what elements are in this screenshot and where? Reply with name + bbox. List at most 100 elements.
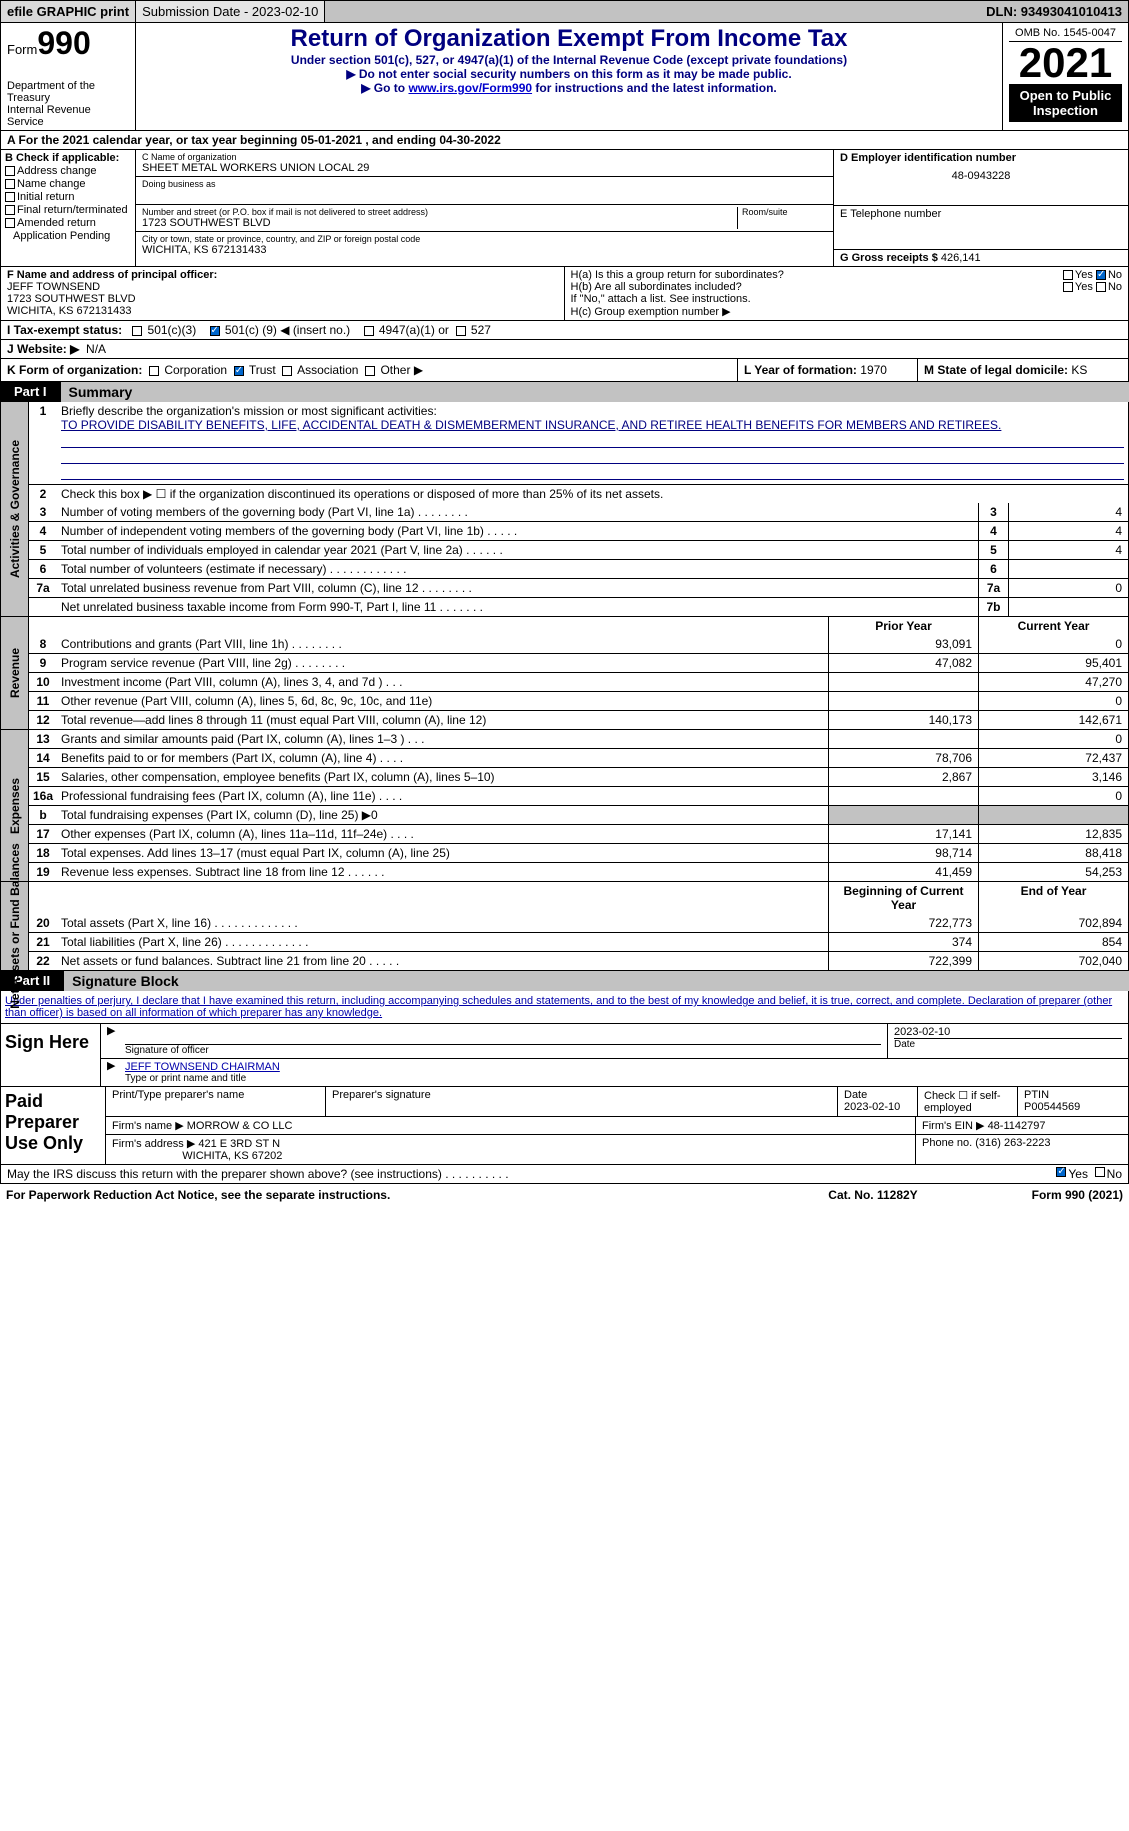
cat-no: Cat. No. 11282Y	[783, 1188, 963, 1202]
l1-label: Briefly describe the organization's miss…	[61, 404, 437, 418]
check-4947[interactable]	[364, 326, 374, 336]
check-corp[interactable]	[149, 366, 159, 376]
mission-text: TO PROVIDE DISABILITY BENEFITS, LIFE, AC…	[61, 418, 1001, 432]
expense-line: 15Salaries, other compensation, employee…	[29, 767, 1128, 786]
year-formation: 1970	[860, 363, 887, 377]
discuss-row: May the IRS discuss this return with the…	[0, 1165, 1129, 1184]
expense-line: bTotal fundraising expenses (Part IX, co…	[29, 805, 1128, 824]
summary-line: 6Total number of volunteers (estimate if…	[29, 559, 1128, 578]
hb-no[interactable]	[1096, 282, 1106, 292]
sig-officer-label: Signature of officer	[125, 1044, 881, 1056]
org-city: WICHITA, KS 672131433	[142, 244, 827, 256]
part1-header: Part I Summary	[0, 382, 1129, 402]
arrow-icon: ▶	[101, 1059, 119, 1086]
self-employed: Check ☐ if self-employed	[918, 1087, 1018, 1116]
date-label: Date	[894, 1038, 1122, 1050]
efile-print-button[interactable]: efile GRAPHIC print	[1, 1, 136, 22]
officer-addr2: WICHITA, KS 672131433	[7, 305, 132, 317]
row-k: K Form of organization: Corporation Trus…	[0, 359, 1129, 382]
revenue-line: 10Investment income (Part VIII, column (…	[29, 672, 1128, 691]
col-beginning: Beginning of Current Year	[828, 882, 978, 914]
sig-date: 2023-02-10	[894, 1026, 1122, 1038]
section-d-e-g: D Employer identification number 48-0943…	[833, 150, 1128, 266]
expense-line: 17Other expenses (Part IX, column (A), l…	[29, 824, 1128, 843]
ptin: P00544569	[1024, 1101, 1080, 1113]
revenue-line: 9Program service revenue (Part VIII, lin…	[29, 653, 1128, 672]
irs-link[interactable]: www.irs.gov/Form990	[408, 81, 532, 95]
summary-line: 7aTotal unrelated business revenue from …	[29, 578, 1128, 597]
check-address-change[interactable]	[5, 166, 15, 176]
check-initial-return[interactable]	[5, 192, 15, 202]
prep-name-label: Print/Type preparer's name	[106, 1087, 326, 1116]
expense-line: 13Grants and similar amounts paid (Part …	[29, 730, 1128, 748]
section-c: C Name of organization SHEET METAL WORKE…	[136, 150, 833, 266]
expense-line: 19Revenue less expenses. Subtract line 1…	[29, 862, 1128, 881]
check-final-return[interactable]	[5, 205, 15, 215]
paperwork-notice: For Paperwork Reduction Act Notice, see …	[6, 1188, 783, 1202]
check-527[interactable]	[456, 326, 466, 336]
section-b: B Check if applicable: Address change Na…	[0, 150, 1129, 267]
year-box: OMB No. 1545-0047 2021 Open to Public In…	[1003, 23, 1128, 130]
ha-yes[interactable]	[1063, 270, 1073, 280]
part2-title: Signature Block	[64, 971, 1129, 991]
section-b-checks: B Check if applicable: Address change Na…	[1, 150, 136, 266]
revenue-line: 8Contributions and grants (Part VIII, li…	[29, 635, 1128, 653]
officer-name: JEFF TOWNSEND	[7, 281, 100, 293]
summary-line: 5Total number of individuals employed in…	[29, 540, 1128, 559]
revenue-line: 11Other revenue (Part VIII, column (A), …	[29, 691, 1128, 710]
dba-label: Doing business as	[142, 179, 827, 189]
check-amended[interactable]	[5, 218, 15, 228]
form-header: Form990 Department of the Treasury Inter…	[0, 23, 1129, 131]
gross-receipts: 426,141	[941, 252, 981, 264]
dln: DLN: 93493041010413	[980, 1, 1128, 22]
row-i: I Tax-exempt status: 501(c)(3) 501(c) (9…	[0, 321, 1129, 340]
hb-yes[interactable]	[1063, 282, 1073, 292]
paid-preparer-block: Paid Preparer Use Only Print/Type prepar…	[0, 1087, 1129, 1165]
firm-addr2: WICHITA, KS 67202	[182, 1150, 282, 1162]
hc-label: H(c) Group exemption number ▶	[571, 305, 1123, 318]
firm-addr1: 421 E 3RD ST N	[198, 1138, 280, 1150]
netassets-line: 20Total assets (Part X, line 16) . . . .…	[29, 914, 1128, 932]
check-501c[interactable]	[210, 326, 220, 336]
firm-phone: (316) 263-2223	[975, 1137, 1050, 1149]
room-label: Room/suite	[737, 207, 827, 229]
part1-title: Summary	[61, 382, 1129, 402]
col-end: End of Year	[978, 882, 1128, 914]
check-other[interactable]	[365, 366, 375, 376]
vtab-netassets: Net Assets or Fund Balances	[1, 882, 29, 970]
open-to-public: Open to Public Inspection	[1009, 84, 1122, 122]
form-990: 990	[37, 25, 90, 61]
declaration: Under penalties of perjury, I declare th…	[0, 991, 1129, 1024]
addr-label: Number and street (or P.O. box if mail i…	[142, 207, 737, 217]
top-bar: efile GRAPHIC print Submission Date - 20…	[0, 0, 1129, 23]
firm-ein: 48-1142797	[988, 1120, 1046, 1132]
row-f-h: F Name and address of principal officer:…	[0, 267, 1129, 321]
form-title: Return of Organization Exempt From Incom…	[142, 25, 996, 53]
prep-sig-label: Preparer's signature	[326, 1087, 838, 1116]
summary-line: 4Number of independent voting members of…	[29, 521, 1128, 540]
dept-treasury: Department of the Treasury	[7, 80, 129, 104]
check-assoc[interactable]	[282, 366, 292, 376]
col-prior: Prior Year	[828, 617, 978, 635]
vtab-governance: Activities & Governance	[1, 402, 29, 616]
form-subtitle-3: ▶ Go to www.irs.gov/Form990 for instruct…	[142, 81, 996, 95]
sign-here-block: Sign Here ▶ Signature of officer 2023-02…	[0, 1024, 1129, 1087]
revenue-line: 12Total revenue—add lines 8 through 11 (…	[29, 710, 1128, 729]
ha-no[interactable]	[1096, 270, 1106, 280]
check-trust[interactable]	[234, 366, 244, 376]
netassets-line: 22Net assets or fund balances. Subtract …	[29, 951, 1128, 970]
discuss-no[interactable]	[1095, 1167, 1105, 1177]
check-name-change[interactable]	[5, 179, 15, 189]
check-501c3[interactable]	[132, 326, 142, 336]
line-a: A For the 2021 calendar year, or tax yea…	[0, 131, 1129, 150]
officer-addr1: 1723 SOUTHWEST BLVD	[7, 293, 136, 305]
tax-year: 2021	[1009, 42, 1122, 84]
firm-name: MORROW & CO LLC	[187, 1120, 293, 1132]
submission-date: Submission Date - 2023-02-10	[136, 1, 325, 22]
expense-line: 18Total expenses. Add lines 13–17 (must …	[29, 843, 1128, 862]
discuss-yes[interactable]	[1056, 1167, 1066, 1177]
irs-label: Internal Revenue Service	[7, 104, 129, 128]
revenue-section: Revenue Prior Year Current Year 8Contrib…	[0, 617, 1129, 730]
part2-header: Part II Signature Block	[0, 971, 1129, 991]
arrow-icon: ▶	[101, 1024, 119, 1058]
